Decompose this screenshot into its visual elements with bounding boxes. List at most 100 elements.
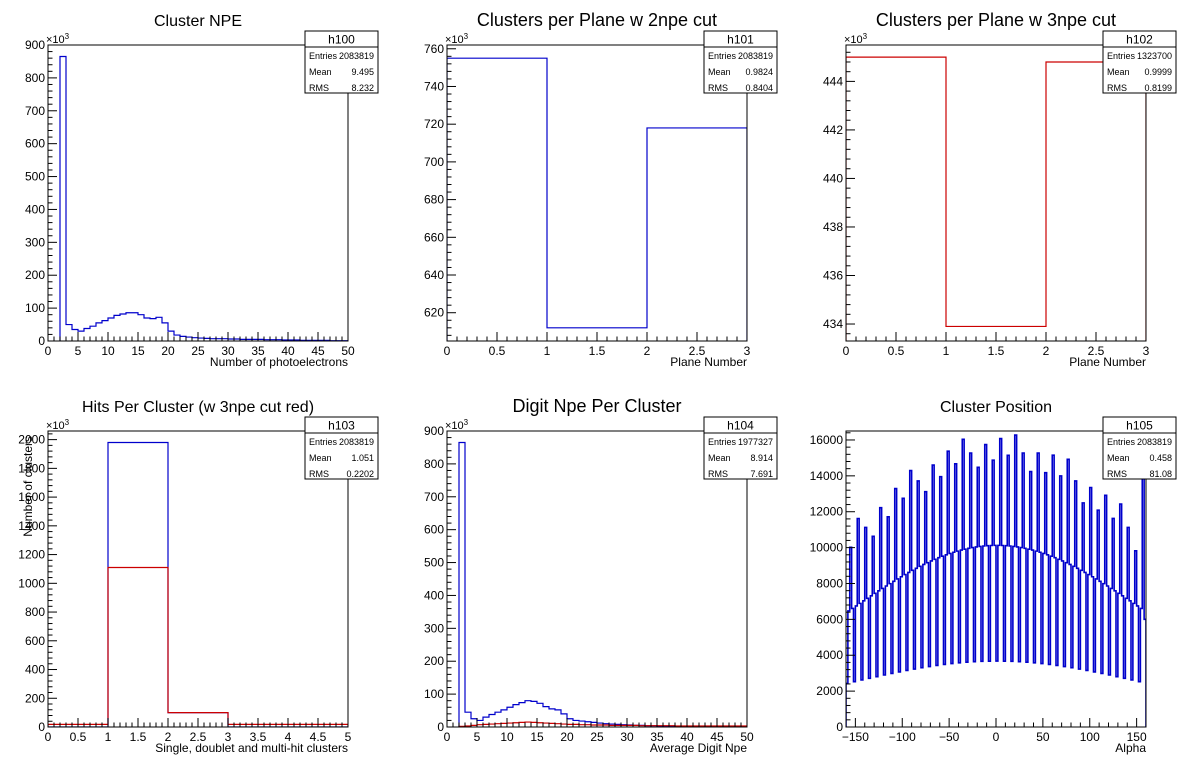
y-tick-label: 12000	[810, 505, 844, 519]
y-tick-label: 442	[823, 123, 843, 137]
stats-box: h100 Entries 2083819 Mean 9.495 RMS 8.232	[304, 30, 379, 94]
y-tick-label: 4000	[816, 648, 843, 662]
stats-label: RMS	[1107, 83, 1127, 93]
histogram-title: Cluster Position	[940, 399, 1052, 416]
histogram-series-1	[447, 57, 747, 341]
x-tick-label: 50	[740, 730, 754, 744]
x-tick-label: 0.5	[70, 730, 87, 744]
y-tick-label: 1200	[18, 548, 45, 562]
stats-value: 7.691	[750, 469, 773, 479]
x-tick-label: 10	[101, 344, 115, 358]
stats-histogram-name: h104	[727, 419, 754, 433]
y-tick-label: 500	[424, 556, 444, 570]
stats-label: Mean	[1107, 67, 1130, 77]
y-tick-label: 400	[424, 588, 444, 602]
histogram-title: Hits Per Cluster (w 3npe cut red)	[82, 399, 314, 416]
stats-label: Mean	[708, 453, 731, 463]
histogram-title: Clusters per Plane w 2npe cut	[477, 10, 717, 30]
stats-label: Entries	[708, 51, 737, 61]
x-tick-label: 20	[560, 730, 574, 744]
y-tick-label: 900	[25, 38, 45, 52]
stats-label: Entries	[708, 437, 737, 447]
y-tick-label: 500	[25, 170, 45, 184]
y-tick-label: 0	[437, 720, 444, 734]
y-tick-label: 620	[424, 306, 444, 320]
plot-frame	[47, 430, 349, 728]
x-tick-label: 40	[281, 344, 295, 358]
stats-label: Entries	[309, 437, 338, 447]
x-tick-label: 30	[221, 344, 235, 358]
stats-value: 0.9999	[1144, 67, 1172, 77]
histogram-panel-2: Clusters per Plane w 2npe cut 0 0.5 1 1.5 2 2.…	[424, 10, 778, 369]
x-tick-label: −150	[842, 730, 869, 744]
x-tick-label: 3	[1143, 344, 1150, 358]
stats-value: 81.08	[1149, 469, 1172, 479]
y-tick-label: 400	[25, 202, 45, 216]
y-tick-label: 438	[823, 220, 843, 234]
x-tick-label: 50	[341, 344, 355, 358]
stats-label: Mean	[309, 67, 332, 77]
x-tick-label: 2	[644, 344, 651, 358]
y-tick-label: 600	[424, 523, 444, 537]
histogram-title: Clusters per Plane w 3npe cut	[876, 10, 1116, 30]
y-tick-label: 300	[424, 621, 444, 635]
histogram-panel-6: Cluster Position −150 −100 −50 0 50 100 150 0 200…	[810, 399, 1177, 755]
y-tick-label: 700	[25, 104, 45, 118]
stats-label: RMS	[1107, 469, 1127, 479]
x-tick-label: 0	[45, 730, 52, 744]
x-axis-label: Average Digit Npe	[650, 741, 747, 755]
histogram-series-1	[48, 441, 348, 727]
x-tick-label: −50	[939, 730, 960, 744]
x-tick-label: 10	[500, 730, 514, 744]
stats-histogram-name: h103	[328, 419, 355, 433]
x-tick-label: 4.5	[310, 730, 327, 744]
y-axis-exponent: ×103	[46, 418, 70, 432]
histogram-series-2	[48, 566, 348, 727]
stats-value: 8.914	[750, 453, 773, 463]
stats-box: h103 Entries 2083819 Mean 1.051 RMS 0.2202	[304, 416, 379, 480]
y-axis-label: Number of clusters	[21, 436, 35, 537]
x-tick-label: 2.5	[689, 344, 706, 358]
y-tick-label: 400	[25, 663, 45, 677]
x-tick-label: 3.5	[250, 730, 267, 744]
x-tick-label: 2.5	[190, 730, 207, 744]
x-tick-label: 3	[225, 730, 232, 744]
x-tick-label: 0.5	[888, 344, 905, 358]
x-tick-label: 2	[1043, 344, 1050, 358]
stats-histogram-name: h102	[1126, 33, 1153, 47]
x-tick-label: 50	[1036, 730, 1050, 744]
y-tick-label: 300	[25, 235, 45, 249]
x-tick-label: 1.5	[988, 344, 1005, 358]
x-tick-label: 5	[345, 730, 352, 744]
y-tick-label: 200	[25, 268, 45, 282]
x-tick-label: 5	[75, 344, 82, 358]
y-tick-label: 436	[823, 268, 843, 282]
histogram-series-1	[59, 55, 348, 341]
x-tick-label: 1	[105, 730, 112, 744]
x-tick-label: 40	[680, 730, 694, 744]
x-tick-label: 1.5	[130, 730, 147, 744]
x-axis-label: Number of photoelectrons	[210, 355, 348, 369]
plot-frame	[845, 44, 1147, 342]
stats-value: 2083819	[339, 51, 374, 61]
stats-value: 1977327	[738, 437, 773, 447]
histogram-series-1	[846, 56, 1146, 341]
x-tick-label: 35	[650, 730, 664, 744]
stats-value: 1323700	[1137, 51, 1172, 61]
y-tick-label: 1600	[18, 490, 45, 504]
x-tick-label: 15	[131, 344, 145, 358]
y-tick-label: 444	[823, 74, 843, 88]
histogram-title: Digit Npe Per Cluster	[512, 396, 681, 416]
y-axis-exponent: ×103	[844, 32, 868, 46]
y-tick-label: 800	[424, 457, 444, 471]
y-tick-label: 440	[823, 171, 843, 185]
histogram-panel-4: Hits Per Cluster (w 3npe cut red) 0 0.5 1 1.…	[18, 399, 379, 755]
x-tick-label: 45	[311, 344, 325, 358]
y-axis-exponent: ×103	[445, 32, 469, 46]
x-tick-label: 30	[620, 730, 634, 744]
y-tick-label: 600	[25, 137, 45, 151]
y-tick-label: 700	[424, 155, 444, 169]
histogram-title: Cluster NPE	[154, 13, 242, 30]
stats-value: 0.8404	[745, 83, 773, 93]
